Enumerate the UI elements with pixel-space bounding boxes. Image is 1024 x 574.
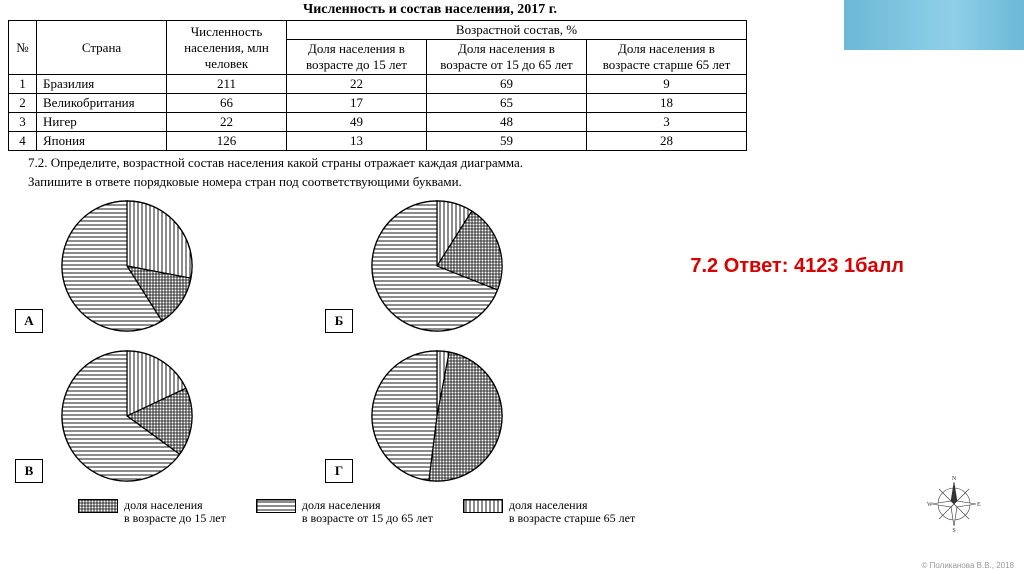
svg-text:W: W	[927, 502, 933, 508]
svg-text:E: E	[977, 502, 981, 508]
svg-text:S: S	[952, 528, 955, 534]
charts-area: А Б В Г доля населенияв возрасте до 15 л…	[60, 199, 1024, 525]
legend-item: доля населенияв возрасте старше 65 лет	[463, 499, 635, 525]
chart-letter: Б	[325, 309, 353, 333]
col-num: №	[9, 21, 37, 75]
chart-letter: А	[15, 309, 43, 333]
col-pop: Численность населения, млн человек	[167, 21, 287, 75]
legend: доля населенияв возрасте до 15 лет доля …	[78, 499, 1024, 525]
table-row: 3Нигер2249483	[9, 113, 747, 132]
task-line-1: 7.2. Определите, возрастной состав насел…	[28, 155, 1024, 172]
table-row: 2Великобритания66176518	[9, 94, 747, 113]
col-u15: Доля населения в возрасте до 15 лет	[287, 40, 427, 75]
population-table: № Страна Численность населения, млн чело…	[8, 20, 747, 151]
pie-chart-Г: Г	[370, 349, 580, 489]
col-country: Страна	[37, 21, 167, 75]
table-row: 1Бразилия21122699	[9, 75, 747, 94]
svg-text:N: N	[952, 476, 957, 482]
pie-chart-В: В	[60, 349, 270, 489]
pie-chart-А: А	[60, 199, 270, 339]
col-o65: Доля населения в возрасте старше 65 лет	[587, 40, 747, 75]
chart-letter: Г	[325, 459, 353, 483]
col-mid: Доля населения в возрасте от 15 до 65 ле…	[427, 40, 587, 75]
chart-letter: В	[15, 459, 43, 483]
page-title: Численность и состав населения, 2017 г.	[80, 0, 780, 18]
compass-icon: N S W E	[924, 474, 984, 534]
legend-item: доля населенияв возрасте до 15 лет	[78, 499, 226, 525]
table-row: 4Япония126135928	[9, 132, 747, 151]
legend-item: доля населенияв возрасте от 15 до 65 лет	[256, 499, 433, 525]
col-age-group: Возрастной состав, %	[287, 21, 747, 40]
pie-chart-Б: Б	[370, 199, 580, 339]
task-line-2: Запишите в ответе порядковые номера стра…	[28, 174, 1024, 191]
copyright: © Поликанова В.В., 2018	[922, 561, 1014, 570]
decor-accent	[844, 0, 1024, 50]
